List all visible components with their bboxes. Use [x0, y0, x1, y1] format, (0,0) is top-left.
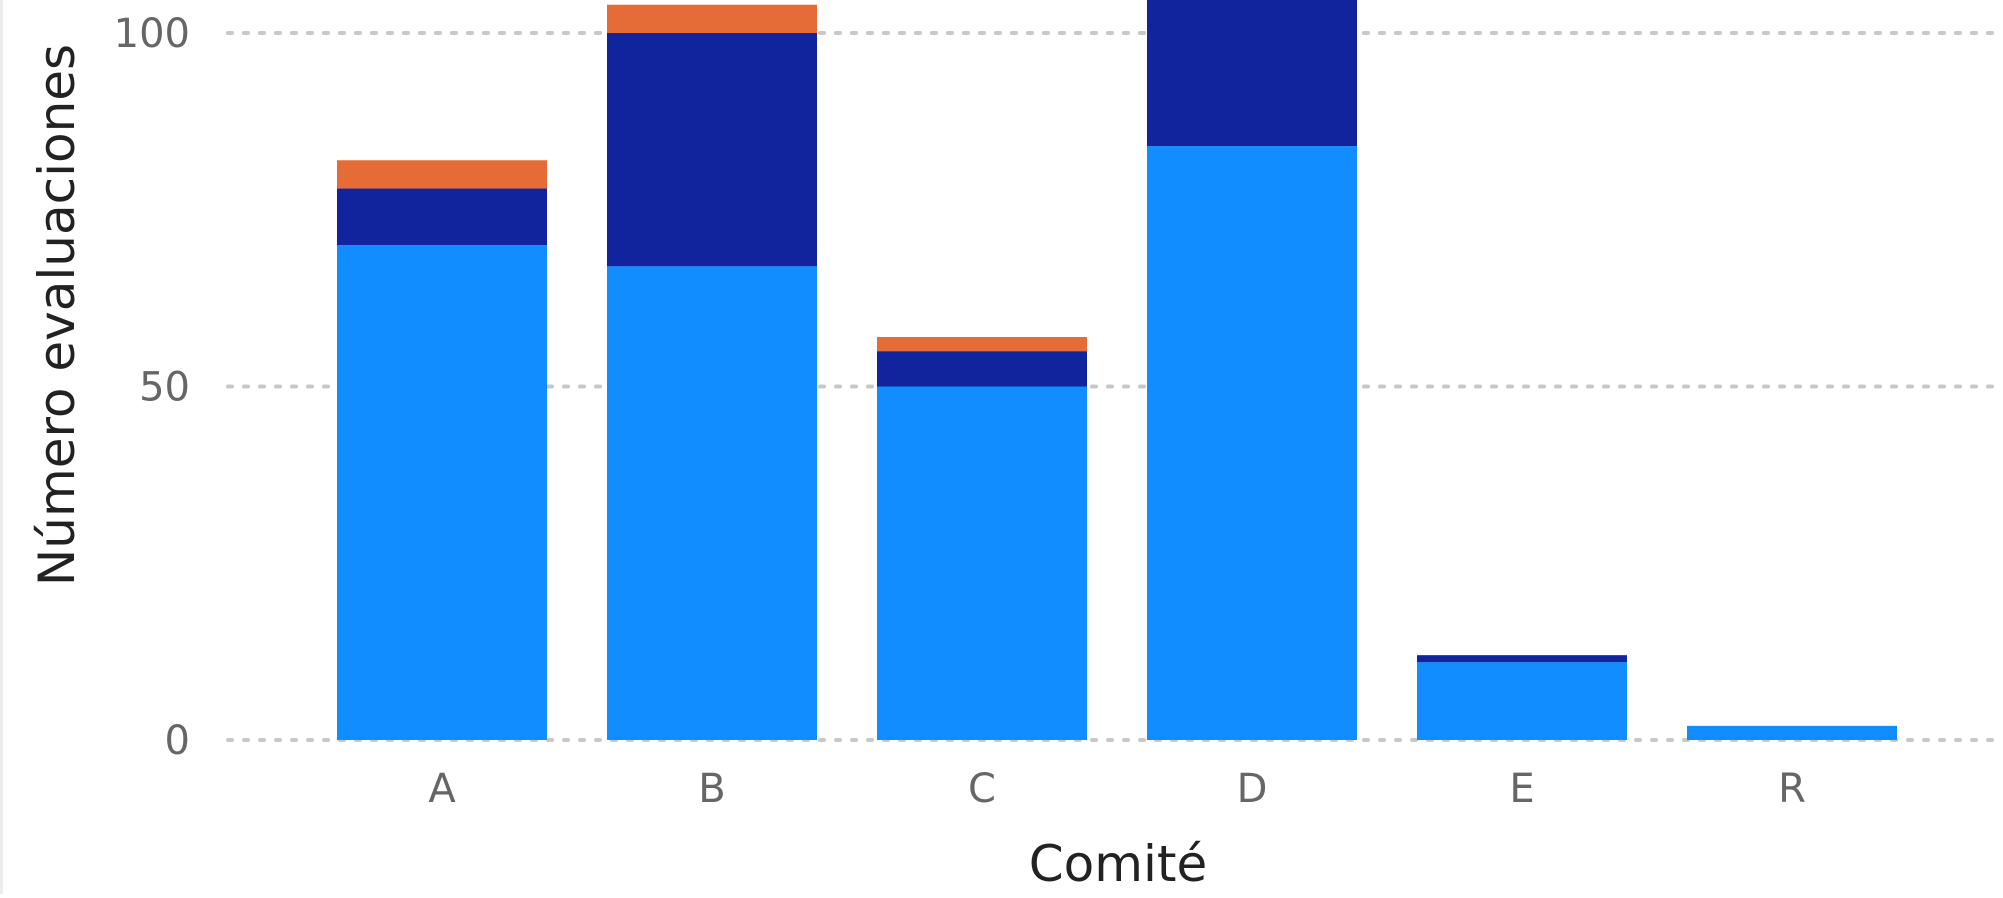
y-axis-title: Número evaluaciones [28, 44, 86, 586]
y-tick-label: 0 [165, 718, 190, 764]
bar-D-segment-1[interactable] [1147, 146, 1357, 740]
x-tick-label: D [1237, 766, 1268, 812]
y-tick-label: 50 [139, 365, 190, 411]
x-tick-label: C [968, 766, 996, 812]
bar-C-segment-3[interactable] [877, 337, 1087, 352]
bar-B-segment-1[interactable] [607, 266, 817, 740]
bar-B-segment-3[interactable] [607, 4, 817, 34]
bar-A-segment-2[interactable] [337, 188, 547, 246]
bar-R-segment-1[interactable] [1687, 725, 1897, 740]
bar-D-segment-2[interactable] [1147, 0, 1357, 147]
x-tick-label: A [428, 766, 456, 812]
y-tick-labels: 0 50 100 [114, 11, 190, 764]
bar-B-segment-2[interactable] [607, 33, 817, 267]
bar-A-segment-1[interactable] [337, 245, 547, 740]
bar-C-segment-1[interactable] [877, 386, 1087, 741]
left-edge-border [0, 0, 3, 894]
x-tick-label: B [698, 766, 725, 812]
bar-A-segment-3[interactable] [337, 160, 547, 189]
x-tick-label: R [1778, 766, 1806, 812]
y-tick-label: 100 [114, 11, 190, 57]
bar-E-segment-2[interactable] [1417, 655, 1627, 663]
bars [337, 0, 1897, 740]
bar-E-segment-1[interactable] [1417, 662, 1627, 740]
x-tick-label: E [1509, 766, 1534, 812]
bar-C-segment-2[interactable] [877, 351, 1087, 387]
x-axis-title: Comité [1029, 835, 1207, 893]
